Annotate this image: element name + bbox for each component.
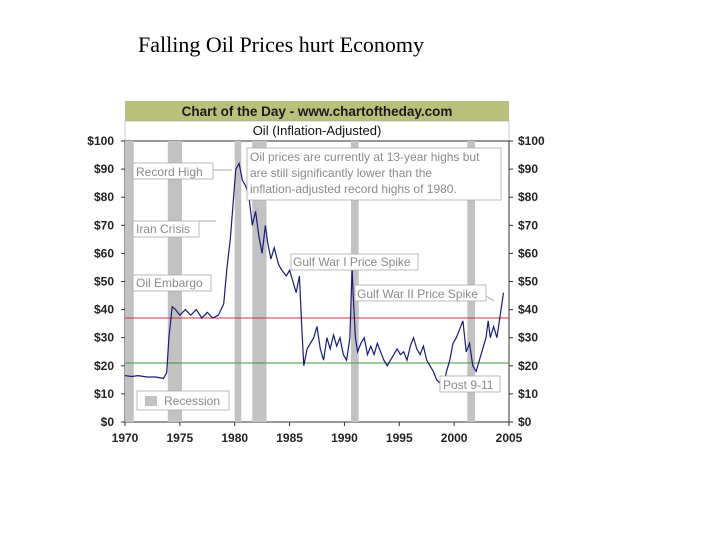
oil-price-line xyxy=(124,161,505,390)
x-axis: 1970 1975 1980 1985 1990 1995 2000 2005 xyxy=(112,422,523,445)
legend-recession-label: Recession xyxy=(164,394,220,408)
x-tick-label: 2005 xyxy=(496,431,523,445)
y-tick-label-left: $40 xyxy=(94,303,114,317)
x-tick-label: 1975 xyxy=(167,431,194,445)
record-high-box xyxy=(132,162,214,180)
iran-crisis-label: Iran Crisis xyxy=(136,222,190,236)
note-box xyxy=(246,147,502,201)
legend-box xyxy=(136,390,230,411)
y-tick-label-left: $30 xyxy=(94,331,114,345)
gulf-war-2-leader xyxy=(485,295,495,302)
x-tick-label: 1990 xyxy=(331,431,358,445)
y-axis-left: $0 $10 $20 $30 $40 $50 $60 $70 $80 $90 $100 xyxy=(87,134,125,429)
y-tick-label-left: $100 xyxy=(87,134,114,148)
oil-embargo-label: Oil Embargo xyxy=(136,276,203,290)
legend-recession-swatch xyxy=(145,396,157,406)
y-tick-label-left: $0 xyxy=(101,415,115,429)
y-tick-label-right: $10 xyxy=(518,387,538,401)
chart-header-bar xyxy=(125,101,509,121)
x-tick-label: 1995 xyxy=(386,431,413,445)
y-tick-label-right: $80 xyxy=(518,190,538,204)
chart-title: Oil (Inflation-Adjusted) xyxy=(253,123,382,138)
gulf-war-2-box xyxy=(354,284,487,302)
y-tick-label-right: $90 xyxy=(518,162,538,176)
gulf-war-1-label: Gulf War I Price Spike xyxy=(293,255,411,269)
y-tick-label-left: $90 xyxy=(94,162,114,176)
record-high-label: Record High xyxy=(136,165,203,179)
y-tick-label-left: $20 xyxy=(94,359,114,373)
y-tick-label-right: $30 xyxy=(518,331,538,345)
post-911-label: Post 9-11 xyxy=(443,378,494,392)
iran-crisis-box xyxy=(132,220,200,238)
oil-embargo-box xyxy=(132,274,212,292)
y-tick-label-right: $0 xyxy=(518,415,532,429)
y-tick-label-right: $40 xyxy=(518,303,538,317)
y-tick-label-left: $70 xyxy=(94,218,114,232)
gulf-war-2-label: Gulf War II Price Spike xyxy=(357,287,478,301)
recession-band-5 xyxy=(467,141,475,422)
gulf-war-1-box xyxy=(290,253,419,271)
x-tick-label: 1970 xyxy=(112,431,139,445)
y-tick-label-right: $100 xyxy=(518,134,545,148)
reference-lines xyxy=(125,317,509,364)
y-tick-label-left: $80 xyxy=(94,190,114,204)
note-line-1: Oil prices are currently at 13-year high… xyxy=(250,150,480,164)
y-tick-label-left: $60 xyxy=(94,246,114,260)
note-line-2: are still significantly lower than the xyxy=(250,166,432,180)
y-tick-label-right: $20 xyxy=(518,359,538,373)
y-tick-label-right: $70 xyxy=(518,218,538,232)
slide-title: Falling Oil Prices hurt Economy xyxy=(138,32,424,57)
y-tick-label-right: $50 xyxy=(518,275,538,289)
recession-band-4 xyxy=(351,141,359,422)
recession-band-0 xyxy=(125,141,134,422)
note-text: Oil prices are currently at 13-year high… xyxy=(250,150,483,196)
post-911-box xyxy=(439,375,501,393)
recession-band-2 xyxy=(234,141,242,422)
y-axis-right: $0 $10 $20 $30 $40 $50 $60 $70 $80 $90 $100 xyxy=(509,134,545,429)
y-tick-label-left: $50 xyxy=(94,275,114,289)
note-line-3: inflation-adjusted record highs of 1980. xyxy=(250,182,457,196)
y-tick-label-left: $10 xyxy=(94,387,114,401)
x-tick-label: 1980 xyxy=(221,431,248,445)
x-tick-label: 2000 xyxy=(441,431,468,445)
x-tick-label: 1985 xyxy=(276,431,303,445)
chart-header: Chart of the Day - www.chartoftheday.com xyxy=(182,104,453,119)
y-tick-label-right: $60 xyxy=(518,246,538,260)
